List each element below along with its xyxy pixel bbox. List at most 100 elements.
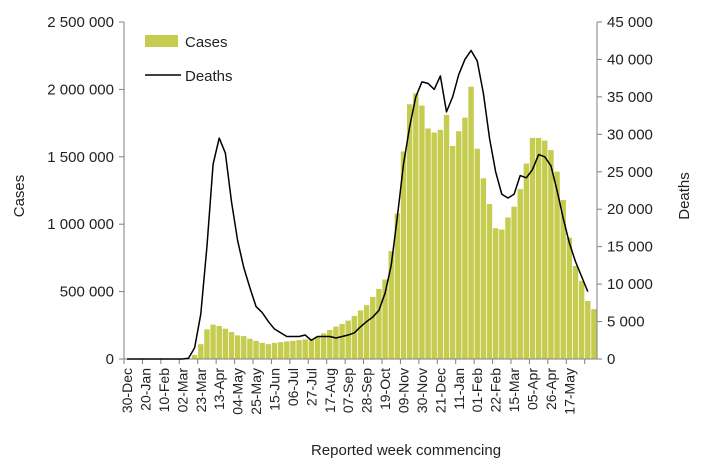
y-left-tick-label: 1 500 000 bbox=[47, 149, 114, 166]
x-tick-label: 30-Nov bbox=[414, 368, 430, 413]
y-left-tick-label: 2 500 000 bbox=[47, 14, 114, 31]
cases-bar bbox=[492, 228, 499, 359]
y-right-tick-label: 40 000 bbox=[607, 51, 653, 68]
cases-bar bbox=[511, 206, 517, 359]
right-axis-tick-labels: 0 5 000 10 000 15 000 20 000 25 000 30 000 35 0… bbox=[607, 14, 653, 368]
x-tick-label: 15-Jun bbox=[267, 368, 283, 411]
cases-bar bbox=[284, 341, 290, 359]
y-right-tick-label: 25 000 bbox=[607, 164, 653, 181]
x-tick-label: 21-Dec bbox=[432, 368, 448, 413]
cases-bar bbox=[357, 310, 364, 359]
cases-bar bbox=[327, 330, 333, 359]
cases-bar bbox=[247, 338, 253, 359]
y-right-tick-label: 30 000 bbox=[607, 126, 653, 143]
y-right-tick-label: 45 000 bbox=[607, 14, 653, 31]
cases-bar bbox=[505, 217, 511, 359]
y-left-tick-label: 0 bbox=[106, 351, 114, 368]
x-tick-label: 10-Feb bbox=[156, 368, 172, 413]
cases-bar bbox=[406, 104, 413, 359]
y-right-tick-label: 0 bbox=[607, 351, 615, 368]
cases-bars bbox=[185, 86, 597, 360]
y-left-tick-label: 2 000 000 bbox=[47, 81, 114, 98]
cases-bar bbox=[486, 203, 493, 359]
y-right-tick-label: 10 000 bbox=[607, 276, 653, 293]
cases-bar bbox=[314, 336, 321, 359]
x-tick-label: 26-Apr bbox=[543, 368, 559, 410]
cases-bar bbox=[259, 342, 265, 359]
cases-bar bbox=[228, 332, 235, 359]
cases-bar bbox=[370, 296, 376, 359]
x-tick-label: 09-Nov bbox=[396, 368, 412, 413]
y-right-tick-label: 15 000 bbox=[607, 239, 653, 256]
cases-bar bbox=[437, 129, 444, 359]
legend-swatch-cases bbox=[145, 35, 178, 47]
cases-bar bbox=[198, 344, 204, 359]
legend: Cases Deaths bbox=[145, 34, 233, 85]
x-tick-label: 15-Mar bbox=[506, 368, 522, 413]
cases-bar bbox=[578, 280, 585, 359]
x-tick-label: 11-Jan bbox=[451, 368, 467, 410]
cases-bar bbox=[560, 199, 566, 359]
cases-bar bbox=[529, 137, 536, 359]
cases-bar bbox=[585, 301, 591, 359]
cases-bar bbox=[572, 265, 579, 359]
x-tick-label: 23-Mar bbox=[193, 368, 209, 413]
cases-bar bbox=[566, 237, 573, 359]
cases-bar bbox=[382, 279, 388, 359]
cases-bar bbox=[241, 336, 247, 359]
cases-bar bbox=[443, 115, 450, 359]
x-tick-label: 25-May bbox=[248, 368, 264, 415]
x-tick-label: 17-May bbox=[561, 368, 577, 415]
cases-bar bbox=[456, 131, 462, 359]
cases-bar bbox=[253, 340, 259, 359]
cases-bar bbox=[376, 288, 382, 359]
cases-bar bbox=[480, 178, 487, 359]
x-tick-label: 28-Sep bbox=[359, 368, 375, 413]
cases-bar bbox=[413, 93, 419, 359]
cases-bar bbox=[517, 189, 523, 359]
x-tick-label: 05-Apr bbox=[525, 368, 541, 410]
cases-bar bbox=[431, 132, 437, 359]
y-right-tick-label: 20 000 bbox=[607, 201, 653, 218]
cases-bar bbox=[535, 137, 542, 359]
x-tick-label: 20-Jan bbox=[138, 368, 154, 411]
cases-bar bbox=[339, 323, 345, 359]
legend-label-deaths: Deaths bbox=[185, 68, 233, 85]
cases-bar bbox=[351, 315, 358, 359]
cases-bar bbox=[222, 328, 229, 359]
x-axis-title: Reported week commencing bbox=[311, 442, 501, 459]
cases-bar bbox=[449, 146, 456, 359]
cases-bar bbox=[363, 305, 370, 359]
cases-bar bbox=[191, 354, 198, 359]
cases-bar bbox=[234, 335, 241, 359]
y-axis-left-title: Cases bbox=[11, 175, 28, 218]
x-tick-label: 07-Sep bbox=[340, 368, 356, 413]
cases-bar bbox=[474, 148, 480, 359]
cases-bar bbox=[271, 342, 278, 359]
cases-bar bbox=[333, 326, 339, 359]
x-tick-label: 13-Apr bbox=[211, 368, 227, 410]
cases-bar bbox=[302, 339, 308, 359]
legend-label-cases: Cases bbox=[185, 34, 228, 51]
cases-bar bbox=[591, 309, 597, 359]
cases-bar bbox=[548, 150, 554, 359]
y-axis-right-title: Deaths bbox=[676, 172, 693, 220]
x-tick-label: 19-Oct bbox=[377, 368, 393, 410]
cases-bar bbox=[425, 128, 431, 359]
cases-bar bbox=[345, 320, 351, 359]
x-tick-label: 06-Jul bbox=[285, 368, 301, 406]
cases-bar bbox=[388, 251, 394, 359]
cases-bar bbox=[468, 86, 474, 359]
x-tick-label: 17-Aug bbox=[322, 368, 338, 413]
cases-bar bbox=[204, 329, 210, 359]
y-left-tick-label: 1 000 000 bbox=[47, 216, 114, 233]
cases-bar bbox=[394, 213, 401, 359]
cases-bar bbox=[419, 105, 425, 359]
left-axis-tick-labels: 0 500 000 1 000 000 1 500 000 2 000 000 2 500… bbox=[47, 14, 114, 368]
cases-bar bbox=[462, 117, 468, 360]
deaths-line bbox=[127, 49, 589, 360]
axes bbox=[119, 21, 602, 364]
y-right-tick-label: 5 000 bbox=[607, 314, 645, 331]
cases-bar bbox=[542, 140, 548, 359]
